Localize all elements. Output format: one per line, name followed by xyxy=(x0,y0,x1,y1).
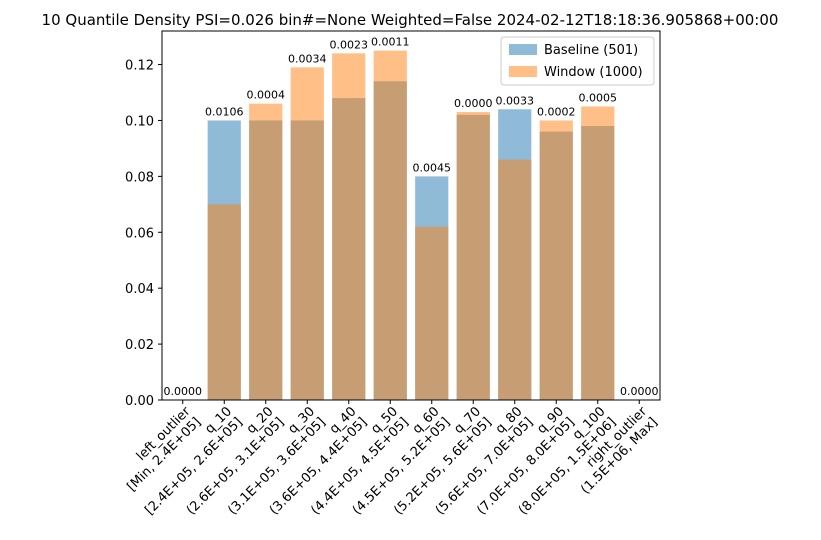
psi-label-9: 0.0002 xyxy=(537,105,576,118)
psi-label-8: 0.0033 xyxy=(496,94,535,107)
legend-swatch-1 xyxy=(509,66,537,77)
psi-label-2: 0.0004 xyxy=(247,89,286,102)
psi-label-5: 0.0011 xyxy=(371,36,410,49)
window-bar-10 xyxy=(581,106,615,401)
legend-box xyxy=(500,36,655,86)
y-tick-label-5: 0.10 xyxy=(125,114,154,129)
y-tick-label-6: 0.12 xyxy=(125,59,154,74)
psi-label-3: 0.0034 xyxy=(288,52,327,65)
psi-label-11: 0.0000 xyxy=(620,385,659,398)
y-tick-label-4: 0.08 xyxy=(125,170,154,185)
window-bar-3 xyxy=(290,67,324,400)
psi-label-0: 0.0000 xyxy=(164,385,203,398)
window-bar-1 xyxy=(207,204,241,400)
y-tick-label-2: 0.04 xyxy=(125,282,154,297)
legend-label-0: Baseline (501) xyxy=(544,43,638,58)
window-bar-9 xyxy=(539,120,573,401)
x-tick-label-0: left_outlier[Min, 2.4E+05] xyxy=(114,404,205,495)
psi-label-7: 0.0000 xyxy=(454,97,493,110)
psi-label-10: 0.0005 xyxy=(579,91,618,104)
legend-swatch-0 xyxy=(509,44,537,55)
window-bar-2 xyxy=(249,103,283,400)
window-bar-5 xyxy=(373,50,407,401)
y-tick-label-1: 0.02 xyxy=(125,338,154,353)
bars-group xyxy=(207,50,615,401)
legend-label-1: Window (1000) xyxy=(544,65,643,80)
chart-title: 10 Quantile Density PSI=0.026 bin#=None … xyxy=(42,11,779,29)
window-bar-8 xyxy=(498,159,532,400)
window-bar-7 xyxy=(456,112,490,401)
window-bar-4 xyxy=(332,53,366,400)
plot-frame xyxy=(161,30,661,401)
psi-label-1: 0.0106 xyxy=(205,105,244,118)
psi-label-4: 0.0023 xyxy=(330,38,369,51)
y-tick-label-3: 0.06 xyxy=(125,226,154,241)
psi-label-6: 0.0045 xyxy=(413,161,452,174)
legend: Baseline (501) Window (1000) xyxy=(500,36,655,86)
window-bar-6 xyxy=(415,226,449,400)
y-tick-label-0: 0.00 xyxy=(125,394,154,409)
